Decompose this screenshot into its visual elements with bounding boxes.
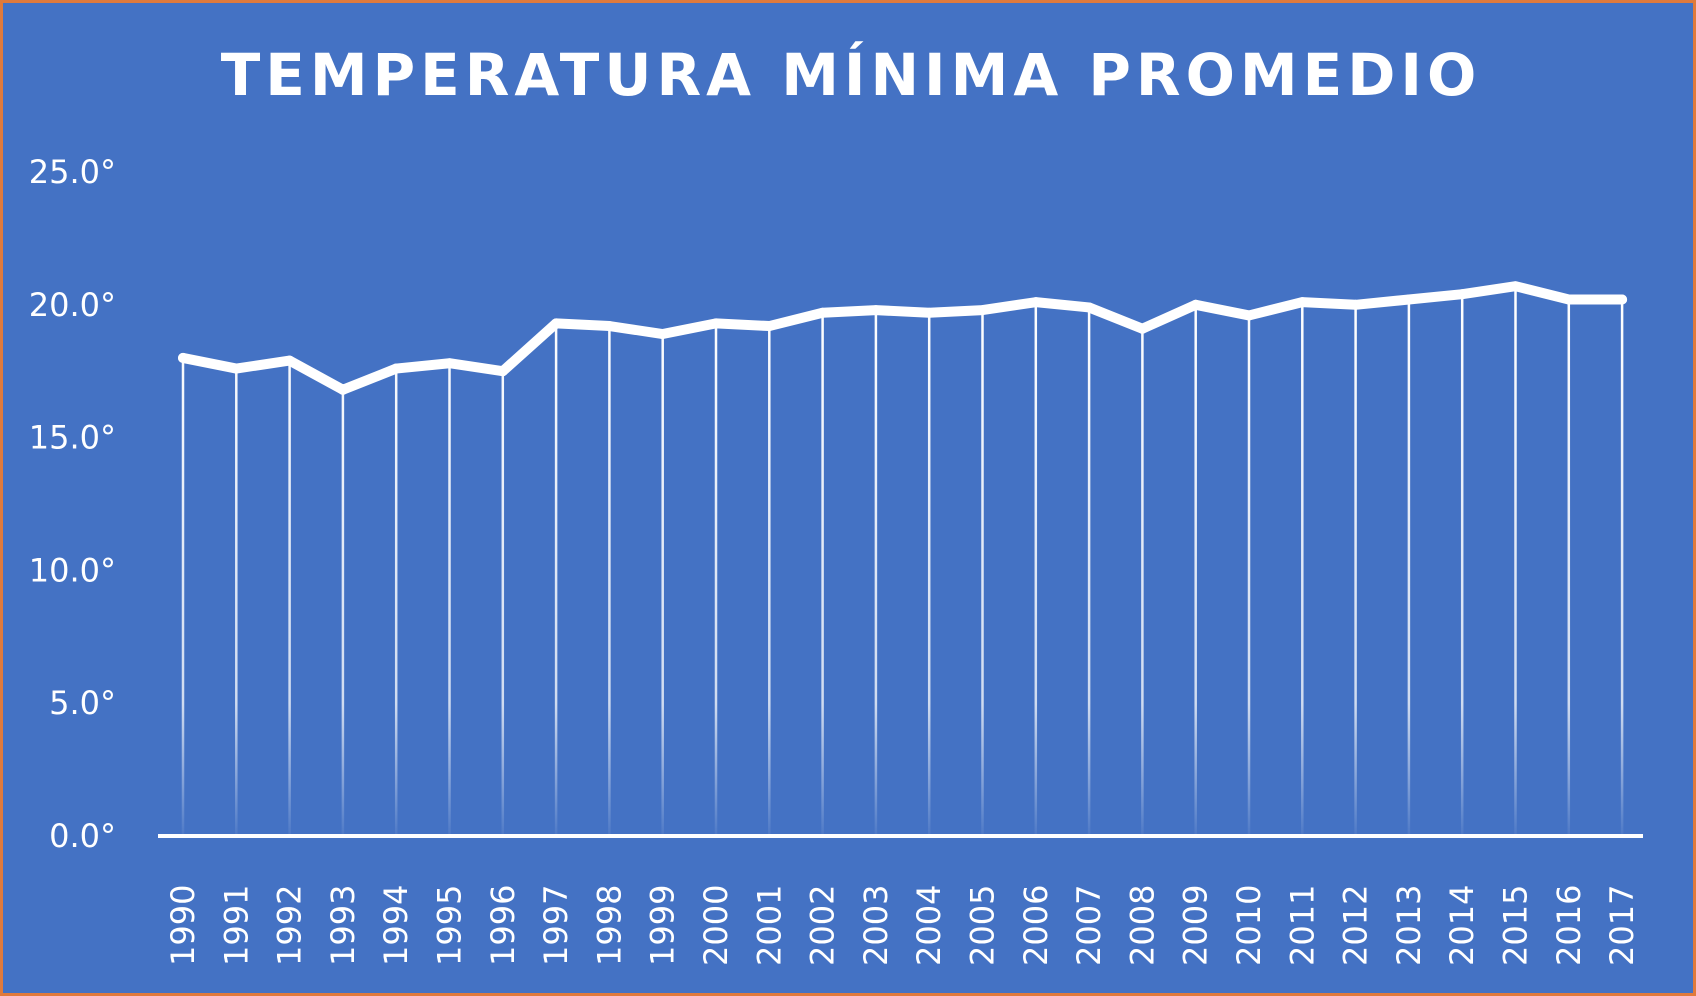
x-tick-label: 2005 <box>964 885 1002 966</box>
y-tick-label: 20.0° <box>29 286 116 324</box>
data-point <box>924 307 935 318</box>
data-point <box>1403 294 1414 305</box>
chart-title: TEMPERATURA MÍNIMA PROMEDIO <box>220 41 1482 109</box>
x-tick-label: 1994 <box>377 885 415 966</box>
x-tick-label: 2000 <box>697 885 735 966</box>
y-tick-label: 15.0° <box>29 419 116 457</box>
x-tick-label: 2015 <box>1497 885 1535 966</box>
x-tick-label: 1996 <box>484 885 522 966</box>
x-tick-label: 2006 <box>1017 885 1055 966</box>
data-point <box>497 366 508 377</box>
data-point <box>1190 299 1201 310</box>
data-point <box>1563 294 1574 305</box>
data-point <box>1457 289 1468 300</box>
data-point <box>817 307 828 318</box>
x-tick-label: 2012 <box>1337 885 1375 966</box>
data-point <box>231 363 242 374</box>
data-point <box>711 318 721 329</box>
x-tick-label: 1998 <box>590 885 628 966</box>
x-tick-label: 2011 <box>1283 885 1321 966</box>
data-point <box>178 352 188 363</box>
data-point <box>604 321 615 332</box>
data-point <box>1350 299 1361 310</box>
x-tick-label: 2001 <box>750 885 788 966</box>
x-tick-label: 1990 <box>164 885 202 966</box>
data-point <box>977 305 988 316</box>
x-tick-label: 1999 <box>644 885 682 966</box>
x-tick-label: 1992 <box>271 885 309 966</box>
data-point <box>1084 302 1095 313</box>
data-point <box>1510 281 1521 292</box>
x-tick-label: 2014 <box>1443 885 1481 966</box>
data-point <box>1137 323 1148 334</box>
x-tick-label: 2007 <box>1070 885 1108 966</box>
x-tick-label: 1995 <box>431 885 469 966</box>
data-point <box>1030 297 1041 308</box>
x-tick-label: 2002 <box>804 885 842 966</box>
x-tick-label: 2017 <box>1603 885 1641 966</box>
x-tick-label: 2009 <box>1177 885 1215 966</box>
y-tick-label: 0.0° <box>49 817 116 855</box>
y-tick-label: 5.0° <box>49 684 116 722</box>
x-tick-label: 2016 <box>1550 885 1588 966</box>
data-point <box>337 384 348 395</box>
data-point <box>1297 297 1308 308</box>
data-point <box>284 355 295 366</box>
x-tick-label: 1993 <box>324 885 362 966</box>
data-point <box>391 363 402 374</box>
data-point <box>870 305 881 316</box>
data-point <box>657 329 668 340</box>
data-point <box>444 358 455 369</box>
data-point <box>764 321 775 332</box>
data-point <box>1244 310 1254 321</box>
x-tick-label: 2010 <box>1230 885 1268 966</box>
x-tick-label: 2003 <box>857 885 895 966</box>
x-tick-label: 1991 <box>217 885 255 966</box>
x-tick-label: 2004 <box>910 885 948 966</box>
data-point <box>1617 294 1628 305</box>
series-line <box>178 281 1628 395</box>
y-tick-label: 10.0° <box>29 551 116 589</box>
x-tick-label: 2013 <box>1390 885 1428 966</box>
x-tick-label: 1997 <box>537 885 575 966</box>
x-tick-label: 2008 <box>1123 885 1161 966</box>
y-tick-label: 25.0° <box>29 153 116 191</box>
data-point <box>551 318 562 329</box>
